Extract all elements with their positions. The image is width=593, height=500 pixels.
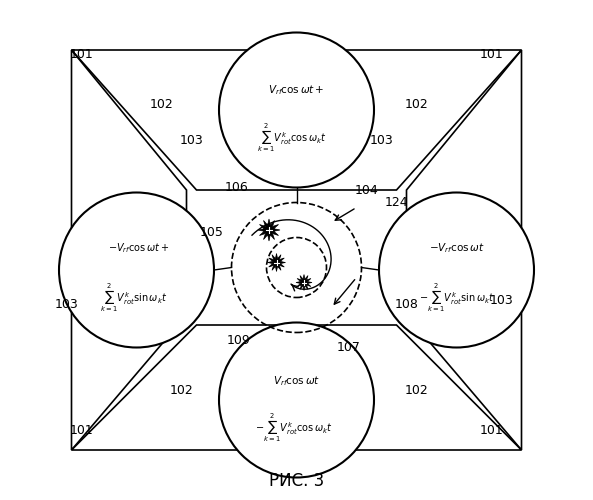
- Circle shape: [59, 192, 214, 348]
- Text: 106: 106: [225, 181, 248, 194]
- Text: 101: 101: [480, 48, 503, 62]
- Text: 124: 124: [385, 196, 409, 209]
- Circle shape: [379, 192, 534, 348]
- Text: 108: 108: [394, 298, 419, 312]
- Text: 107: 107: [337, 341, 361, 354]
- Text: 102: 102: [404, 384, 428, 396]
- Polygon shape: [258, 219, 280, 241]
- Text: 101: 101: [69, 48, 93, 62]
- Text: 102: 102: [404, 98, 428, 112]
- Text: $-\sum_{k=1}^{2}V_{rot}^{k}\sin\omega_k t$: $-\sum_{k=1}^{2}V_{rot}^{k}\sin\omega_k …: [419, 281, 495, 314]
- Text: $\sum_{k=1}^{2}V_{rot}^{k}\sin\omega_k t$: $\sum_{k=1}^{2}V_{rot}^{k}\sin\omega_k t…: [100, 281, 168, 314]
- Text: $-\sum_{k=1}^{2}V_{rot}^{k}\cos\omega_k t$: $-\sum_{k=1}^{2}V_{rot}^{k}\cos\omega_k …: [255, 411, 333, 444]
- Text: 103: 103: [490, 294, 514, 306]
- Text: $-V_{rf}\cos\omega t +$: $-V_{rf}\cos\omega t +$: [109, 241, 170, 255]
- Text: 104: 104: [355, 184, 378, 196]
- Text: $-V_{rf}\cos\omega t$: $-V_{rf}\cos\omega t$: [429, 241, 484, 255]
- Polygon shape: [296, 274, 312, 290]
- Text: 102: 102: [149, 98, 173, 112]
- Text: 101: 101: [480, 424, 503, 436]
- Text: 103: 103: [369, 134, 393, 146]
- Text: РИС. 3: РИС. 3: [269, 472, 324, 490]
- Text: 102: 102: [170, 384, 193, 396]
- Circle shape: [219, 322, 374, 478]
- Text: $V_{rf}\cos\omega t$: $V_{rf}\cos\omega t$: [273, 374, 320, 388]
- Text: $V_{rf}\cos\omega t +$: $V_{rf}\cos\omega t +$: [268, 84, 325, 98]
- Polygon shape: [267, 254, 285, 272]
- Text: 103: 103: [180, 134, 203, 146]
- Text: $\sum_{k=1}^{2}V_{rot}^{k}\cos\omega_k t$: $\sum_{k=1}^{2}V_{rot}^{k}\cos\omega_k t…: [257, 121, 326, 154]
- Text: 109: 109: [227, 334, 251, 346]
- Text: 101: 101: [69, 424, 93, 436]
- Circle shape: [219, 32, 374, 188]
- Text: 103: 103: [55, 298, 78, 312]
- Text: 105: 105: [200, 226, 224, 239]
